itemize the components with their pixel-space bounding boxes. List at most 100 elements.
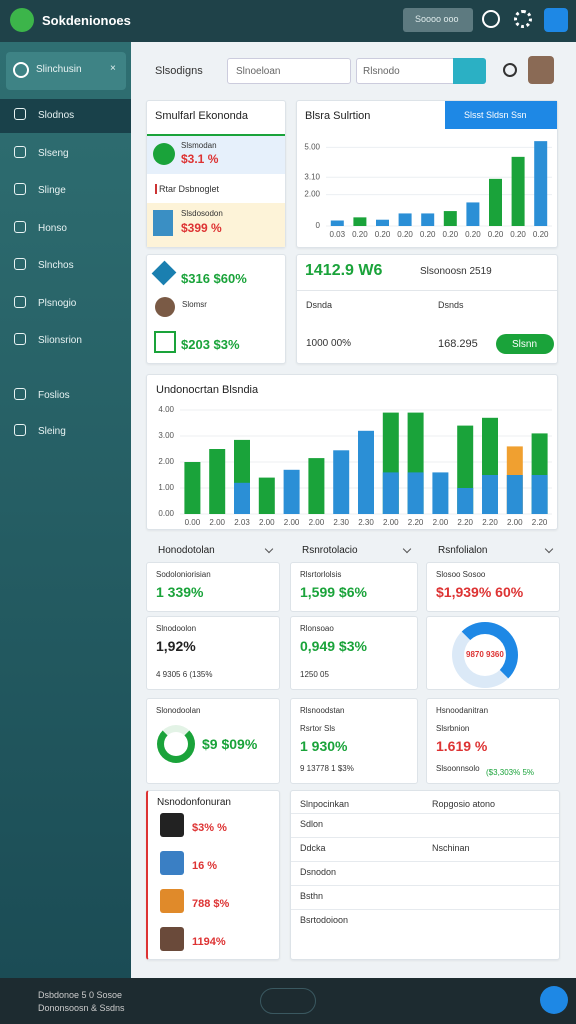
list-value: 16 % <box>192 860 218 872</box>
action-button[interactable] <box>496 334 554 354</box>
sidebar-header-label: Slinchusin <box>36 64 82 75</box>
tile-sub: Slsoonnsolo <box>436 764 480 773</box>
tile-sub: 9 13778 1 $3% <box>300 764 354 773</box>
action-button[interactable] <box>445 101 557 129</box>
tile-card <box>290 616 418 690</box>
y-tick-label: 2.00 <box>158 457 174 466</box>
icon <box>503 63 517 77</box>
row-label: Rtar Dsbnoglet <box>155 184 219 194</box>
bar <box>330 220 344 226</box>
x-tick-label: 2.00 <box>284 518 300 527</box>
icon <box>153 143 175 165</box>
bar <box>358 430 374 514</box>
bar <box>308 458 325 514</box>
nav-icon <box>14 220 26 233</box>
search-input[interactable] <box>227 58 351 84</box>
bar <box>407 472 424 514</box>
fab[interactable] <box>540 986 568 1014</box>
y-tick-label: 3.00 <box>158 431 174 440</box>
stat-value: $316 $60% <box>181 271 247 286</box>
y-tick-label: 0 <box>316 221 321 230</box>
tile-value: 1 930% <box>300 738 348 754</box>
x-tick-label: 2.00 <box>209 518 225 527</box>
table-cell: Bsrtodoioon <box>300 915 349 925</box>
menu-button[interactable] <box>544 8 568 32</box>
footer-control[interactable] <box>260 988 316 1014</box>
tile-value: 0,949 $3% <box>300 638 367 654</box>
top-button[interactable] <box>403 8 473 32</box>
bar <box>209 449 226 514</box>
icon[interactable] <box>514 10 532 28</box>
nav-icon <box>14 258 26 270</box>
y-tick-label: 1.00 <box>158 483 174 492</box>
active-item <box>0 99 131 133</box>
y-tick-label: 0.00 <box>158 509 174 518</box>
donut <box>452 622 518 688</box>
nav-icon <box>14 108 26 120</box>
x-tick-label: 2.20 <box>457 518 473 527</box>
card-title: Undonocrtan Blsndia <box>156 384 259 396</box>
nav-icon <box>14 388 26 400</box>
table-cell: Dsnodon <box>300 867 337 877</box>
bar <box>283 469 300 514</box>
thumbnail <box>160 851 184 875</box>
bar <box>534 141 548 226</box>
x-tick-label: 2.00 <box>383 518 399 527</box>
kpi-row-value: 1000 00% <box>306 338 352 349</box>
logo <box>10 8 34 32</box>
tile-label: Hsnoodanitran <box>436 706 489 715</box>
nav-item: Plsnogio <box>38 297 77 309</box>
bar <box>482 475 498 514</box>
search-placeholder: Slnoeloan <box>236 66 281 77</box>
table-card <box>290 790 560 960</box>
tile-value: $9 $09% <box>202 736 258 752</box>
nav-item: Slseng <box>38 147 69 159</box>
tile-label: Rlsrtorlolsis <box>300 570 342 579</box>
bar <box>506 475 523 514</box>
bar <box>489 178 502 226</box>
tile-value: 1 339% <box>156 584 204 600</box>
bar <box>258 477 275 514</box>
x-tick-label: 0.20 <box>488 230 504 239</box>
row-label: Slsdosodon <box>181 209 223 218</box>
card-title: Smulfarl Ekononda <box>155 110 248 122</box>
icon[interactable] <box>482 10 500 28</box>
table-cell: Sdlon <box>300 819 324 829</box>
avatar[interactable] <box>528 56 554 84</box>
nav-item: Honso <box>38 222 67 234</box>
nav-icon <box>14 295 26 308</box>
x-tick-label: 0.20 <box>533 230 549 239</box>
stat-value: $203 $3% <box>181 337 240 352</box>
divider <box>297 290 557 291</box>
table-cell: Bsthn <box>300 891 324 901</box>
nav-icon <box>14 145 26 158</box>
chevron <box>402 544 412 554</box>
row-value: $3.1 % <box>181 152 219 166</box>
bar <box>398 213 412 226</box>
bar <box>184 462 201 514</box>
nav-item: Foslios <box>38 390 70 401</box>
tile-card <box>290 562 418 612</box>
y-tick-label: 2.00 <box>304 190 320 199</box>
x-tick-label: 2.20 <box>408 518 424 527</box>
tile-value: 1,92% <box>156 638 196 654</box>
nav-item: Slinge <box>38 185 66 196</box>
chevron <box>544 544 554 554</box>
tile-sub-label: Rsrtor Sls <box>300 724 336 733</box>
list-value: 788 $% <box>192 898 230 910</box>
bar <box>531 475 548 514</box>
x-tick-label: 0.20 <box>510 230 526 239</box>
search-button[interactable] <box>453 58 486 84</box>
x-tick-label: 0.20 <box>375 230 391 239</box>
kpi-row-label: Dsnda <box>306 300 333 310</box>
row-divider <box>291 861 559 862</box>
bar <box>421 213 435 226</box>
y-tick-label: 4.00 <box>158 405 174 414</box>
nav-item: Slionsrion <box>38 335 82 346</box>
bar <box>382 472 399 514</box>
tile-value: 1.619 % <box>436 738 488 754</box>
kpi-value: 1412.9 W6 <box>305 262 383 279</box>
x-tick-label: 2.00 <box>309 518 325 527</box>
nav-icon <box>14 424 26 436</box>
